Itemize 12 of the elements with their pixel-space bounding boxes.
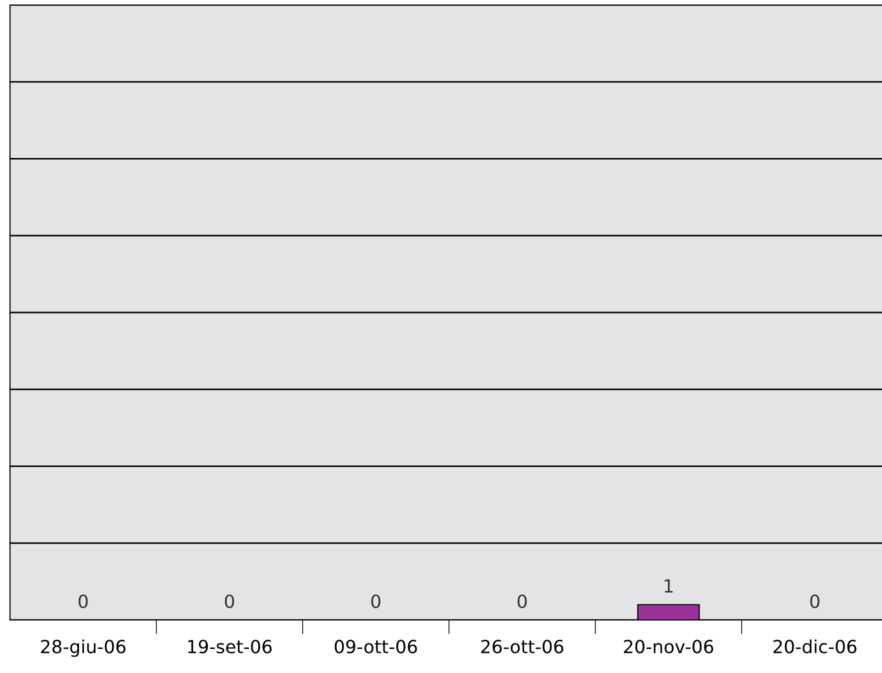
data-label: 0: [371, 594, 380, 608]
data-label: 0: [78, 594, 88, 608]
x-tick-label: 28-giu-06: [41, 639, 126, 657]
x-tick-label: 20-nov-06: [624, 640, 714, 654]
data-label: 1: [664, 579, 673, 593]
data-label: 0: [224, 594, 234, 608]
x-tick-label: 20-dic-06: [773, 639, 856, 654]
data-label: 0: [518, 594, 527, 608]
x-tick-label: 09-ott-06: [334, 640, 417, 654]
x-tick-label: 26-ott-06: [481, 640, 564, 654]
x-tick-label: 19-set-06: [188, 640, 272, 654]
data-label: 0: [810, 594, 820, 608]
